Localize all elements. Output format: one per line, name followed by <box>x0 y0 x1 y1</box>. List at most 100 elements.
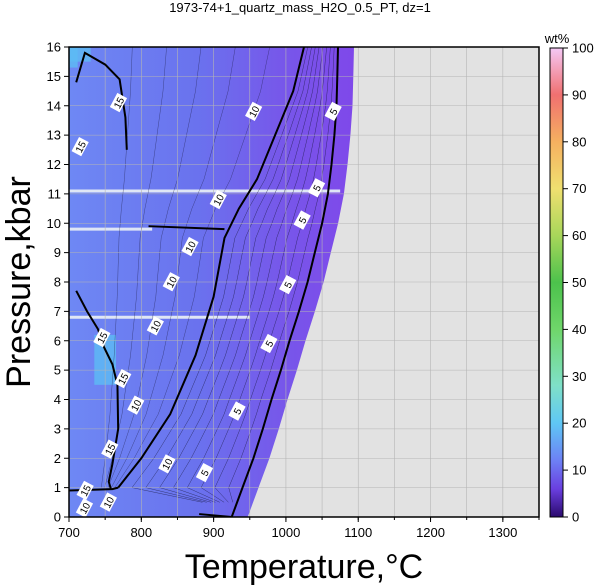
colorbar-tick-label: 80 <box>572 134 586 149</box>
y-tick-label: 2 <box>54 451 61 466</box>
contour-10 <box>117 47 305 489</box>
thin-contour <box>200 47 327 503</box>
colorbar-tick-label: 100 <box>572 41 594 56</box>
contour-15 <box>75 51 128 150</box>
contour-label-10: 10 <box>75 498 93 517</box>
contour-label-15: 15 <box>101 439 119 459</box>
contour-label-5: 5 <box>293 210 311 230</box>
svg-text:15: 15 <box>96 330 111 345</box>
svg-text:15: 15 <box>112 95 127 110</box>
thin-contour <box>159 47 316 503</box>
svg-text:5: 5 <box>264 339 277 349</box>
y-tick-label: 6 <box>54 333 61 348</box>
svg-text:5: 5 <box>328 107 341 117</box>
thin-contour <box>214 47 331 503</box>
thin-contour <box>111 47 236 488</box>
svg-text:5: 5 <box>312 183 325 193</box>
thin-contour <box>114 47 270 488</box>
contour-label-15: 15 <box>114 369 132 389</box>
colorbar-tick-label: 20 <box>572 416 586 431</box>
y-tick-label: 8 <box>54 275 61 290</box>
colorbar-tick-label: 0 <box>572 510 579 525</box>
high-value-patch <box>69 47 91 62</box>
contour-label-10: 10 <box>127 395 145 415</box>
svg-text:10: 10 <box>212 192 227 207</box>
x-axis-label: Temperature,°C <box>185 548 423 586</box>
contour-label-10: 10 <box>162 272 180 292</box>
contour-label-5: 5 <box>279 275 297 295</box>
thin-contour <box>228 47 335 503</box>
chart-title: 1973-74+1_quartz_mass_H2O_0.5_PT, dz=1 <box>169 0 431 15</box>
labeled-contours <box>69 47 339 517</box>
svg-text:5: 5 <box>232 406 245 416</box>
y-tick-label: 16 <box>47 40 61 55</box>
y-tick-label: 1 <box>54 480 61 495</box>
x-tick-label: 1000 <box>271 525 300 540</box>
x-tick-label: 1300 <box>488 525 517 540</box>
x-tick-label: 1100 <box>344 525 372 540</box>
y-tick-label: 14 <box>47 98 61 113</box>
colorbar: wt% 0 10 20 30 40 50 60 70 80 90 100 <box>544 31 594 525</box>
contour-label-10: 10 <box>99 492 117 512</box>
contour-label-5: 5 <box>228 401 246 421</box>
x-axis: 700 800 900 1000 1100 1200 1300 <box>58 517 540 540</box>
colorbar-ramp <box>549 47 564 518</box>
colorbar-tick-label: 10 <box>572 463 586 478</box>
contour-segment <box>148 225 225 231</box>
thin-contour <box>186 47 324 503</box>
svg-text:15: 15 <box>104 442 119 457</box>
contour-label-5: 5 <box>195 463 214 483</box>
y-tick-label: 15 <box>47 69 61 84</box>
svg-text:10: 10 <box>184 239 199 254</box>
svg-text:10: 10 <box>248 104 263 119</box>
thin-contour <box>173 47 320 503</box>
x-tick-label: 1200 <box>416 525 445 540</box>
contour-label-5: 5 <box>324 101 342 122</box>
contour-label-15: 15 <box>93 327 111 348</box>
svg-text:10: 10 <box>78 501 93 516</box>
colorbar-tick-label: 40 <box>572 322 586 337</box>
y-axis-label: Pressure,kbar <box>0 176 38 388</box>
colorbar-tick-label: 50 <box>572 275 586 290</box>
x-tick-label: 800 <box>130 525 152 540</box>
colorbar-tick-label: 70 <box>572 181 586 196</box>
svg-text:10: 10 <box>161 457 176 472</box>
svg-text:5: 5 <box>200 468 213 478</box>
contour-label-10: 10 <box>245 101 263 122</box>
contour-labels: 5 5 5 5 5 5 5 10 10 10 10 10 10 10 10 10 15 15 15 15 15 15 <box>71 92 342 517</box>
y-tick-label: 5 <box>54 363 61 378</box>
grid-lines <box>69 47 539 517</box>
colorbar-tick-label: 90 <box>572 87 586 102</box>
thin-contour <box>104 47 167 488</box>
y-tick-label: 13 <box>47 128 61 143</box>
contour-label-15: 15 <box>76 480 94 501</box>
contour-5 <box>230 47 339 517</box>
contour-label-10: 10 <box>181 236 199 257</box>
y-tick-label: 12 <box>47 157 61 172</box>
contour-15-lower <box>75 290 120 490</box>
y-tick-label: 4 <box>54 392 61 407</box>
colorbar-ticks: 0 10 20 30 40 50 60 70 80 90 100 <box>563 41 594 525</box>
y-tick-label: 3 <box>54 421 61 436</box>
svg-text:15: 15 <box>79 483 94 498</box>
svg-text:10: 10 <box>102 495 117 510</box>
svg-text:5: 5 <box>297 215 310 225</box>
contour-label-5: 5 <box>307 178 326 198</box>
svg-text:10: 10 <box>130 398 145 413</box>
x-tick-label: 700 <box>58 525 80 540</box>
contour-label-10: 10 <box>209 189 227 210</box>
contour-label-15: 15 <box>109 92 127 113</box>
svg-text:10: 10 <box>165 275 180 290</box>
y-tick-label: 10 <box>47 216 61 231</box>
colorbar-tick-label: 30 <box>572 369 586 384</box>
thin-contours <box>101 47 335 503</box>
thin-contour <box>101 47 133 488</box>
thin-contour <box>107 47 202 488</box>
svg-text:10: 10 <box>149 319 164 334</box>
svg-text:5: 5 <box>283 280 296 290</box>
thin-contour <box>145 47 312 503</box>
y-tick-label: 11 <box>48 186 62 201</box>
